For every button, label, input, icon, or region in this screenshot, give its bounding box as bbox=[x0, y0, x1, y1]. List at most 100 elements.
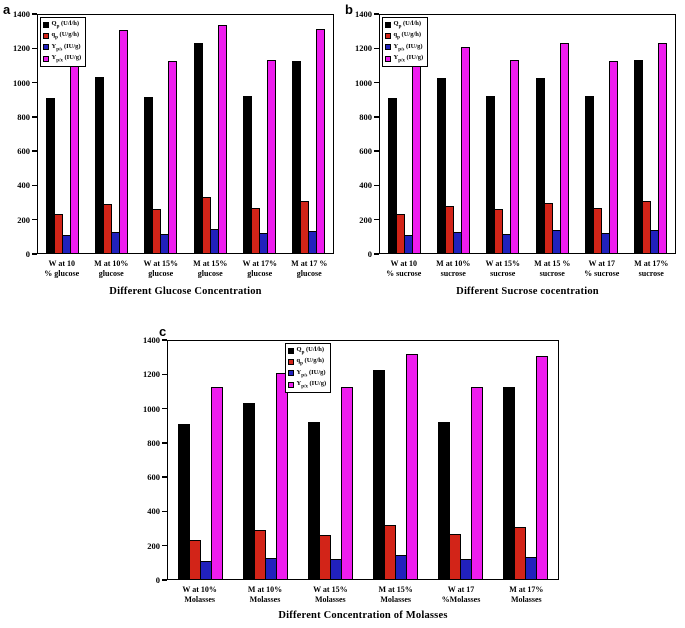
y-axis-tick-label: 1400 bbox=[355, 9, 372, 19]
legend-swatch-qp bbox=[385, 33, 391, 40]
y-axis-tick-mark bbox=[374, 116, 379, 118]
legend-swatch-Yps bbox=[288, 370, 294, 377]
bar-group-3 bbox=[486, 60, 520, 253]
legend-label-Qp: Qp (U/l/h) bbox=[296, 346, 325, 356]
bar-Ypx-group4 bbox=[559, 43, 569, 253]
legend-item-Yps: Yp/s (IU/g) bbox=[288, 369, 326, 379]
legend-label-qp: qp (U/g/h) bbox=[296, 357, 325, 367]
x-axis-category-line: W at 10 bbox=[390, 259, 418, 268]
bar-Ypx-group1 bbox=[70, 61, 80, 253]
bar-Qp-group4 bbox=[535, 78, 545, 253]
y-axis-tick-mark bbox=[374, 218, 379, 221]
x-axis-category-line: M at 10% bbox=[247, 585, 283, 594]
y-axis-tick-label: 400 bbox=[147, 506, 160, 517]
bar-Qp-group3 bbox=[144, 97, 154, 253]
legend-label-qp: qp (U/g/h) bbox=[393, 31, 422, 41]
x-axis-category-label: M at 15 % sucrose bbox=[534, 259, 570, 279]
y-axis-tick-label: 1000 bbox=[355, 77, 372, 88]
bar-Ypx-group5 bbox=[266, 60, 276, 253]
y-axis-tick-label: 200 bbox=[359, 214, 372, 225]
x-axis-category-label: W at 15% sucrose bbox=[485, 259, 520, 279]
x-axis-category-label: W at 15% glucose bbox=[143, 259, 178, 279]
x-axis-category-label: W at 17% sucrose bbox=[584, 259, 619, 279]
bar-Ypx-group1 bbox=[211, 387, 223, 579]
y-axis-tick-mark bbox=[374, 81, 379, 84]
y-axis-tick-label: 200 bbox=[17, 214, 30, 225]
bar-group-4 bbox=[535, 43, 569, 253]
y-axis-tick-mark bbox=[162, 407, 167, 410]
bar-Ypx-group6 bbox=[315, 29, 325, 253]
legend-label-qp: qp (U/g/h) bbox=[51, 31, 80, 41]
x-axis-category-line: M at 17% bbox=[634, 259, 669, 268]
bar-qp-group1 bbox=[396, 214, 406, 253]
x-axis-category-line: M at 10% bbox=[94, 259, 129, 268]
bar-group-2 bbox=[95, 30, 129, 253]
y-axis-tick-label: 400 bbox=[17, 180, 30, 191]
bar-Ypx-group3 bbox=[168, 61, 178, 253]
bar-Ypx-group4 bbox=[217, 25, 227, 253]
y-axis-tick-mark bbox=[374, 47, 379, 50]
y-axis-tick-label: 200 bbox=[147, 540, 160, 551]
x-axis-category-line: W at 15% bbox=[313, 585, 348, 594]
y-axis-tick-mark bbox=[32, 218, 37, 221]
bar-Ypx-group4 bbox=[406, 354, 418, 579]
bar-qp-group4 bbox=[384, 525, 396, 579]
y-axis-tick-label: 1000 bbox=[143, 403, 160, 414]
legend-swatch-Qp bbox=[385, 21, 391, 28]
x-axis-category-label: W at 10% Molasses bbox=[182, 585, 217, 605]
x-axis-category-line: % sucrose bbox=[386, 269, 422, 278]
y-axis-tick-label: 0 bbox=[25, 249, 30, 259]
panel-letter-a: a bbox=[3, 2, 11, 17]
plot-area bbox=[167, 340, 559, 580]
x-axis-category-label: M at 10% sucrose bbox=[436, 259, 470, 279]
legend-swatch-Ypx bbox=[43, 55, 49, 62]
legend-label-Ypx: Yp/x (IU/g) bbox=[51, 53, 82, 64]
y-axis-tick-mark bbox=[32, 184, 37, 187]
x-axis-category-label: M at 15% Molasses bbox=[379, 585, 413, 605]
y-axis-tick-label: 0 bbox=[155, 575, 160, 585]
bar-Ypx-group6 bbox=[536, 356, 548, 579]
bar-group-1 bbox=[388, 61, 422, 253]
bar-Qp-group2 bbox=[95, 77, 105, 253]
bar-Qp-group4 bbox=[373, 369, 385, 579]
x-axis-category-line: M at 17 % bbox=[291, 259, 328, 268]
bar-Ypx-group2 bbox=[119, 30, 129, 253]
bar-group-6 bbox=[291, 29, 325, 253]
bars-row bbox=[380, 15, 675, 253]
bar-group-5 bbox=[584, 61, 618, 253]
bar-qp-group6 bbox=[299, 200, 309, 253]
x-axis-category-label: M at 17 % glucose bbox=[291, 259, 327, 279]
panel-letter-b: b bbox=[345, 2, 353, 17]
bar-qp-group2 bbox=[445, 205, 455, 253]
y-axis-tick-mark bbox=[162, 579, 167, 581]
y-axis-tick-label: 1000 bbox=[13, 77, 30, 88]
y-axis-tick-mark bbox=[32, 47, 37, 50]
x-axis-category-line: W at 10 bbox=[48, 259, 76, 268]
bar-qp-group1 bbox=[189, 540, 201, 579]
legend-item-Qp: Qp (U/l/h) bbox=[288, 346, 326, 356]
bar-group-4 bbox=[373, 354, 418, 579]
x-axis-category-line: W at 17 bbox=[447, 585, 475, 594]
legend-item-Qp: Qp (U/l/h) bbox=[385, 20, 423, 30]
bar-group-1 bbox=[178, 387, 223, 579]
bar-qp-group5 bbox=[250, 208, 260, 253]
x-axis-category-label: W at 17 %Molasses bbox=[442, 585, 481, 605]
y-axis-tick-label: 1200 bbox=[13, 43, 30, 54]
panel-letter-c: c bbox=[159, 324, 167, 339]
legend-label-Ypx: Yp/x (IU/g) bbox=[296, 379, 327, 390]
bar-Ypx-group3 bbox=[341, 387, 353, 579]
legend-swatch-Ypx bbox=[288, 381, 294, 388]
x-axis-category-label: M at 10% Molasses bbox=[248, 585, 282, 605]
bar-qp-group4 bbox=[543, 203, 553, 253]
y-axis-tick-mark bbox=[32, 150, 37, 152]
x-axis-category-line: sucrose bbox=[539, 269, 565, 278]
legend-item-Ypx: Yp/x (IU/g) bbox=[385, 54, 423, 64]
bar-Qp-group5 bbox=[438, 422, 450, 579]
x-axis-category-line: sucrose bbox=[638, 269, 664, 278]
y-axis-tick-mark bbox=[162, 442, 167, 444]
y-axis-tick-label: 800 bbox=[359, 111, 372, 122]
x-axis-category-line: Molasses bbox=[249, 595, 281, 604]
x-axis-category-line: Molasses bbox=[184, 595, 215, 604]
legend: Qp (U/l/h) qp (U/g/h) Yp/s (IU/g) Yp/x (IU/… bbox=[285, 343, 332, 393]
x-axis-title-a: Different Glucose Concentration bbox=[109, 286, 262, 297]
